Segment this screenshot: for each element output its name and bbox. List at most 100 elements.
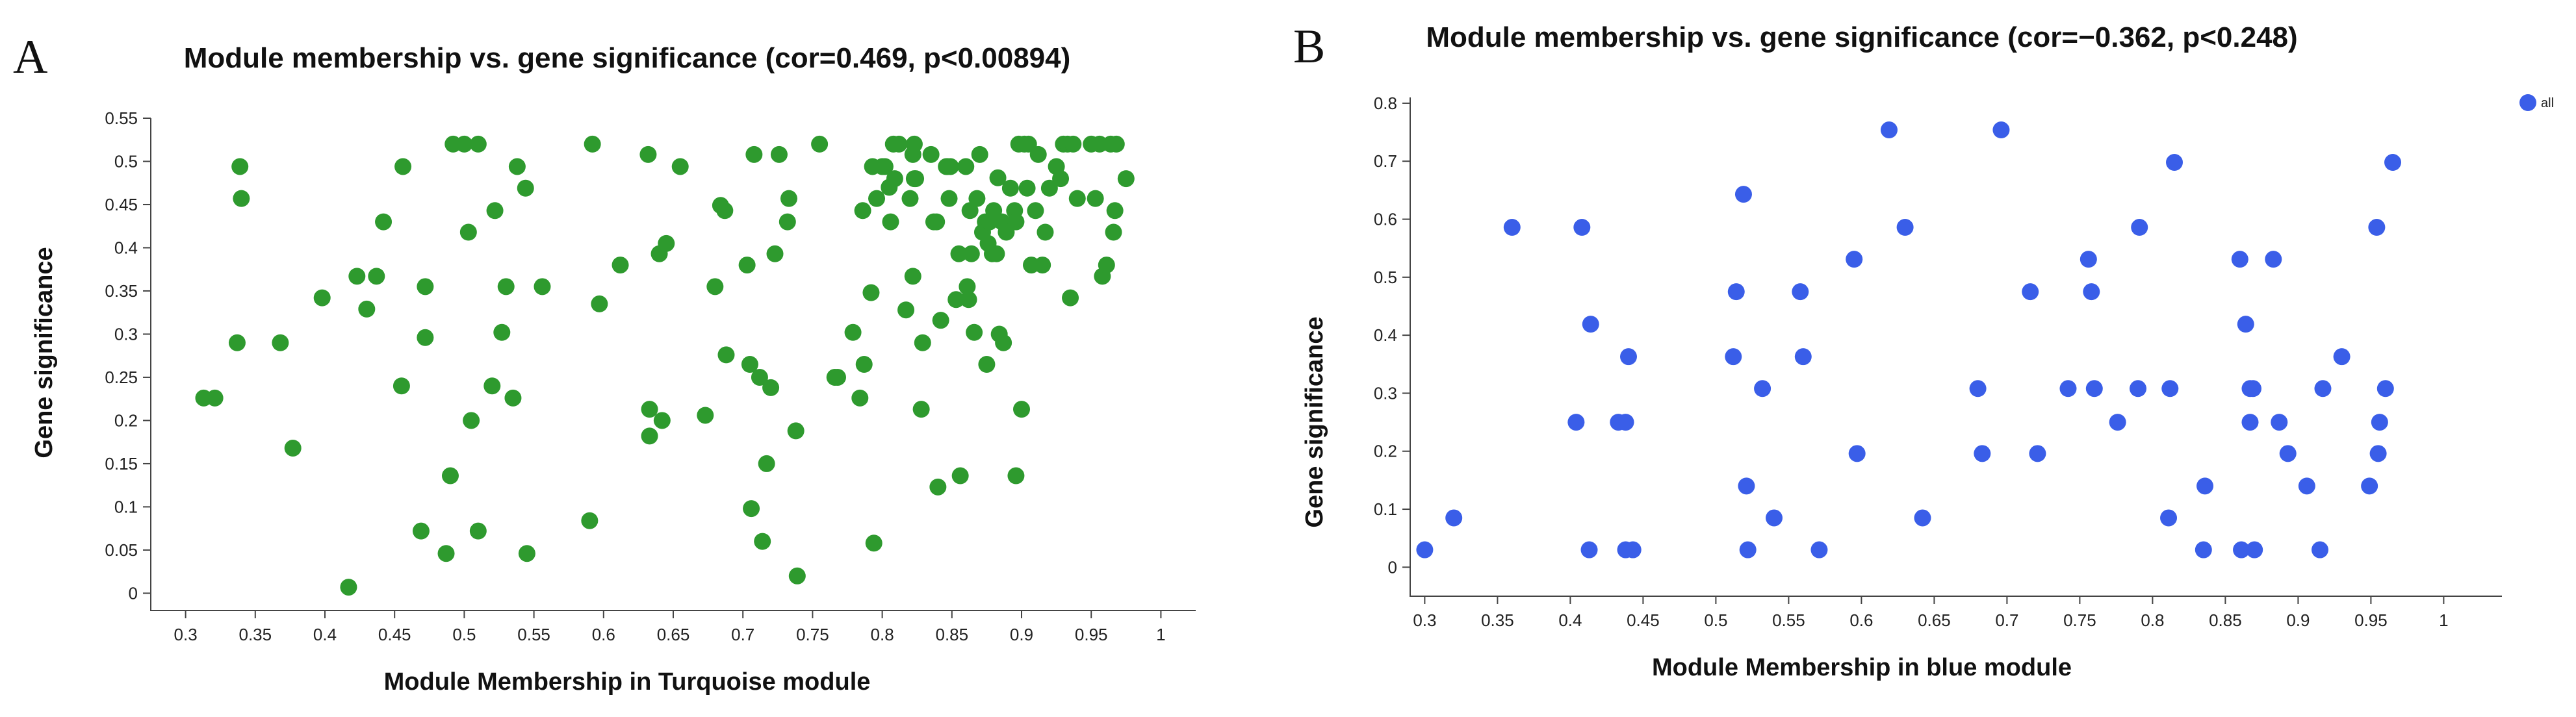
chart-b-point <box>2368 219 2386 236</box>
chart-b-point <box>1620 348 1637 366</box>
chart-a-point <box>855 356 873 373</box>
chart-a-point <box>844 323 862 341</box>
chart-a-point <box>890 135 908 153</box>
chart-a-point <box>876 158 894 175</box>
chart-b-legend-label: all <box>2541 96 2554 110</box>
chart-b-point <box>1969 380 1987 397</box>
chart-a-point <box>995 334 1012 351</box>
chart-a-point <box>1001 179 1019 197</box>
chart-a-point <box>231 158 249 175</box>
chart-a-y-tick-label: 0.05 <box>105 540 138 560</box>
chart-b-point <box>1582 316 1599 333</box>
chart-b-point <box>1792 283 1809 301</box>
chart-a-point <box>922 145 940 163</box>
chart-a-point <box>962 245 980 262</box>
chart-a-point <box>584 135 601 153</box>
chart-a-x-tick-label: 0.5 <box>452 625 476 644</box>
chart-a-point <box>942 158 959 175</box>
chart-a-point <box>313 289 331 307</box>
chart-a-point <box>940 190 958 207</box>
chart-a-axes <box>150 118 1196 611</box>
chart-a-point <box>862 284 880 301</box>
chart-b-point <box>2312 541 2328 559</box>
chart-a-y-tick-label: 0 <box>129 583 138 603</box>
chart-a-point <box>459 223 477 241</box>
chart-panel-a: Module membership vs. gene significance … <box>31 42 1196 696</box>
chart-b-legend-marker <box>2519 94 2536 111</box>
chart-a-point <box>393 377 410 395</box>
chart-a-point <box>272 334 289 351</box>
chart-a-point <box>486 202 504 220</box>
chart-a-point <box>951 467 969 484</box>
chart-b-y-tick-label: 0.7 <box>1374 151 1397 171</box>
chart-b-point <box>1794 348 1812 366</box>
chart-a-point <box>886 170 903 188</box>
chart-a-point <box>1027 202 1044 220</box>
chart-b-x-tick-label: 0.55 <box>1772 610 1805 630</box>
chart-a-point <box>358 300 376 318</box>
chart-a-y-tick-label: 0.5 <box>114 151 138 171</box>
chart-a-y-tick-label: 0.3 <box>114 324 138 344</box>
chart-b-point <box>2384 154 2401 171</box>
chart-a-point <box>743 500 760 518</box>
chart-b-point <box>2279 445 2297 462</box>
chart-b-axes <box>1410 97 2502 597</box>
chart-b-x-tick-label: 0.65 <box>1918 610 1951 630</box>
chart-b-y-tick-label: 0.1 <box>1374 499 1397 519</box>
chart-a-point <box>1052 170 1070 188</box>
chart-b-point <box>2376 380 2394 397</box>
chart-a-point <box>780 190 797 207</box>
chart-b-x-tick-label: 0.6 <box>1849 610 1873 630</box>
chart-b-point <box>1766 509 1783 527</box>
chart-a-point <box>233 190 250 207</box>
chart-a-point <box>928 213 946 231</box>
chart-a-point <box>758 455 775 472</box>
panel-b-letter: B <box>1293 20 1326 73</box>
chart-b-point <box>2371 414 2388 431</box>
chart-a-point <box>417 329 434 346</box>
chart-a-point <box>671 158 689 175</box>
chart-a-x-tick-label: 0.4 <box>313 625 337 644</box>
chart-a-point <box>897 301 915 319</box>
chart-b-point <box>2244 380 2261 397</box>
chart-b-point <box>2083 283 2100 301</box>
chart-b-point <box>1896 219 1914 236</box>
chart-b-point <box>1573 219 1591 236</box>
chart-a-x-tick-label: 0.55 <box>517 625 550 644</box>
chart-b-point <box>1739 541 1757 559</box>
chart-a-point <box>697 407 714 424</box>
chart-b-point <box>2059 380 2077 397</box>
chart-a-point <box>787 422 805 440</box>
chart-a-point <box>284 439 302 457</box>
chart-b-x-tick-label: 0.9 <box>2286 610 2310 630</box>
chart-a-point <box>1018 179 1036 197</box>
chart-b-point <box>1848 445 1866 462</box>
chart-a-title: Module membership vs. gene significance … <box>184 42 1071 74</box>
chart-b-point <box>1503 219 1521 236</box>
chart-a-y-tick-label: 0.35 <box>105 281 138 301</box>
chart-b-point <box>2361 477 2378 495</box>
chart-a-point <box>534 278 551 296</box>
chart-a-y-tick-label: 0.25 <box>105 368 138 387</box>
chart-a-point <box>901 190 919 207</box>
chart-a-point <box>947 291 965 308</box>
chart-a-point <box>950 245 968 262</box>
chart-a-point <box>1117 170 1135 188</box>
chart-a-point <box>469 522 487 540</box>
chart-b-y-tick-label: 0.3 <box>1374 383 1397 403</box>
chart-a-y-tick-label: 0.15 <box>105 454 138 473</box>
chart-b-point <box>1624 541 1642 559</box>
chart-b-point <box>2271 414 2288 431</box>
chart-b-point <box>2246 541 2263 559</box>
chart-b-point <box>2131 219 2148 236</box>
chart-a-point <box>1098 257 1115 274</box>
chart-a-y-tick-label: 0.1 <box>114 497 138 516</box>
chart-a-point <box>394 158 412 175</box>
chart-a-point <box>497 278 515 296</box>
chart-a-y-tick-label: 0.2 <box>114 410 138 430</box>
chart-b-point <box>2333 348 2351 366</box>
chart-b-point <box>2314 380 2332 397</box>
chart-b-x-tick-label: 0.95 <box>2354 610 2388 630</box>
chart-b-y-tick-label: 0.8 <box>1374 94 1397 113</box>
